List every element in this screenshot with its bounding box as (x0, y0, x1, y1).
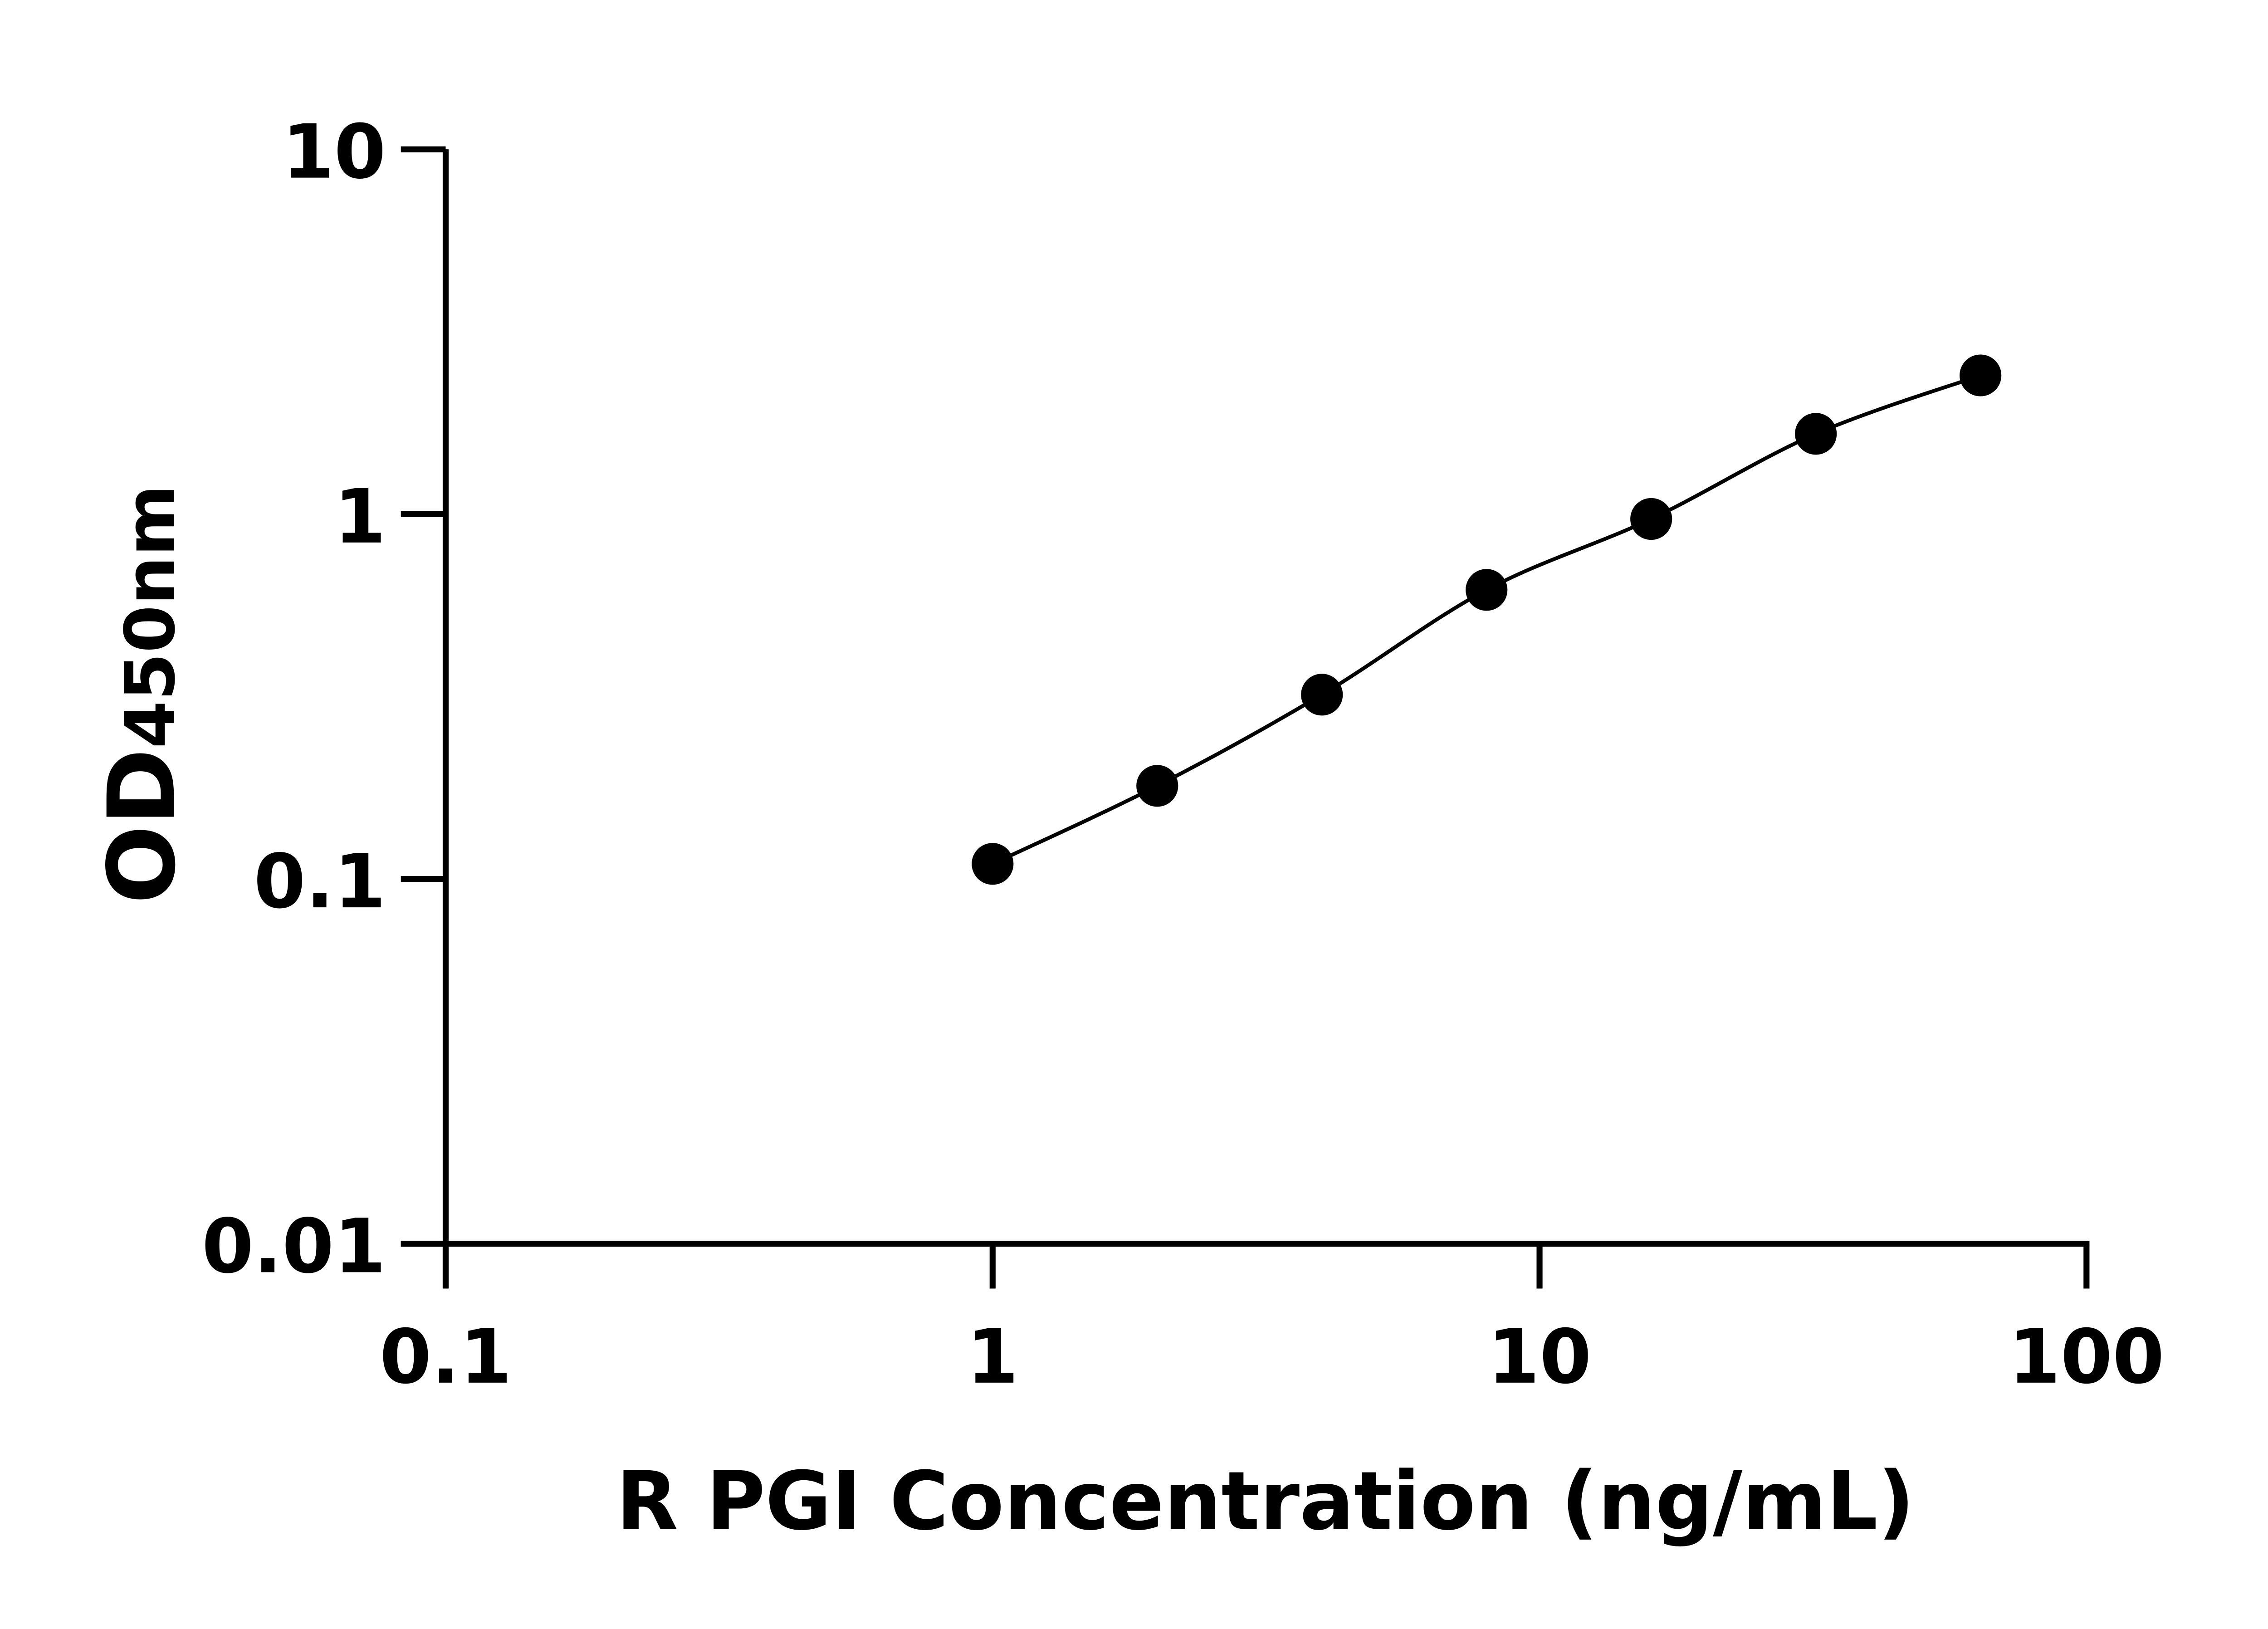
y-tick-label: 0.1 (254, 838, 386, 925)
x-tick-label: 100 (2009, 1313, 2165, 1400)
y-tick-label: 0.01 (202, 1203, 386, 1290)
y-axis-label: OD450nm (88, 484, 196, 904)
x-tick-label: 1 (967, 1313, 1019, 1400)
data-point (1630, 498, 1672, 540)
x-tick-label: 0.1 (380, 1313, 512, 1400)
data-point (1136, 765, 1178, 807)
data-point (1301, 674, 1343, 716)
x-tick-label: 10 (1488, 1313, 1592, 1400)
y-tick-label: 10 (282, 108, 386, 196)
data-point (1466, 569, 1508, 611)
y-tick-label: 1 (334, 473, 386, 560)
axes: 0.01 0.1 1 10 0.1 1 10 100 (202, 108, 2165, 1400)
y-axis-label-main: OD (88, 748, 196, 904)
data-point (1960, 354, 2002, 396)
x-axis-label: R PGI Concentration (ng/mL) (616, 1454, 1915, 1548)
y-axis-label-sub: 450nm (110, 484, 190, 748)
data-points (972, 354, 2002, 885)
data-point (972, 843, 1014, 885)
data-point (1795, 413, 1837, 455)
